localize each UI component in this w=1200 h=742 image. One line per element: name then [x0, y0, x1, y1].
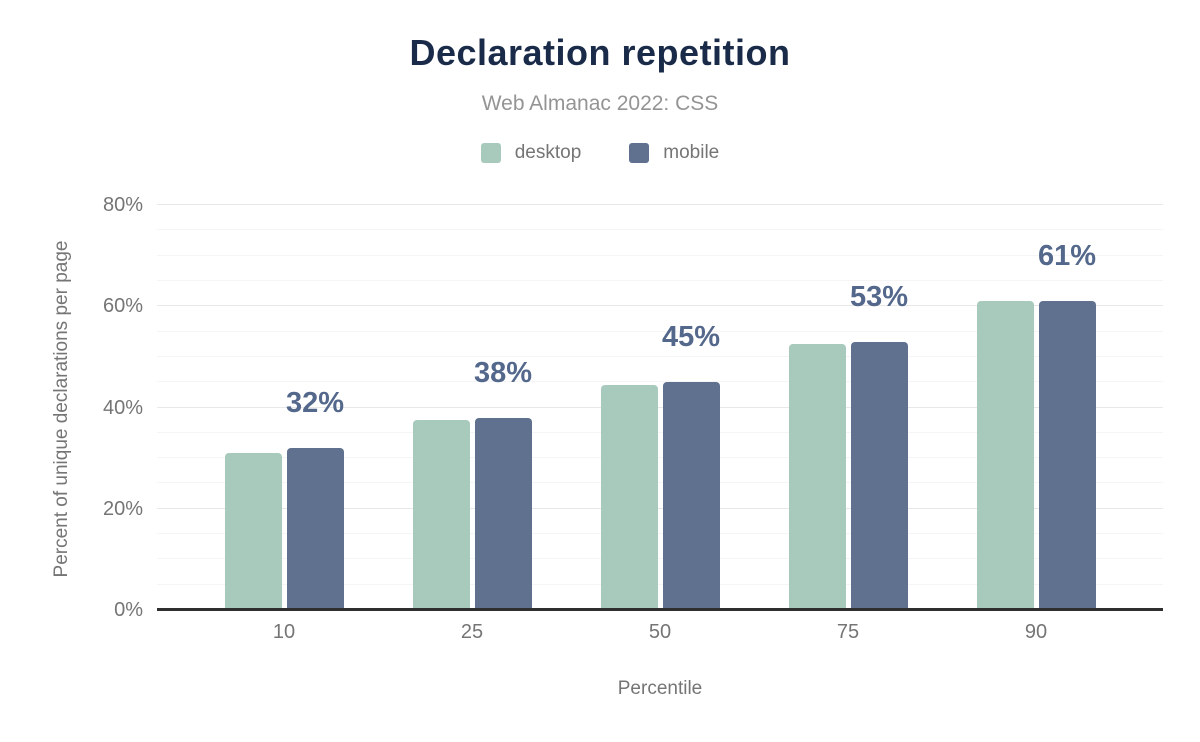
mobile-swatch-icon	[629, 143, 650, 163]
major-gridline	[157, 204, 1163, 205]
minor-gridline	[157, 254, 1163, 256]
x-axis-line	[157, 608, 1163, 611]
major-gridline	[157, 406, 1163, 408]
minor-gridline	[157, 431, 1163, 433]
x-tick-label: 75	[836, 621, 860, 643]
minor-gridline	[157, 482, 1163, 484]
bar-mobile-p25	[474, 417, 532, 610]
minor-gridline	[157, 533, 1163, 535]
x-tick-label: 90	[1024, 621, 1048, 643]
legend-label-desktop: desktop	[514, 142, 582, 163]
legend-item-mobile: mobile	[629, 142, 719, 164]
bar-value-label: 32%	[285, 387, 345, 419]
major-gridline	[157, 507, 1163, 509]
x-tick-label: 50	[648, 621, 672, 643]
bar-value-label: 38%	[473, 356, 533, 389]
x-tick-label: 10	[272, 621, 296, 643]
bar-mobile-p75	[850, 341, 908, 610]
y-tick-label: 40%	[102, 396, 143, 419]
chart-title: Declaration repetition	[409, 32, 791, 73]
minor-gridline	[157, 457, 1163, 459]
bar-desktop-p75	[788, 344, 846, 610]
bar-mobile-p90	[1038, 301, 1096, 610]
bar-value-label: 45%	[661, 321, 721, 354]
x-axis-title: Percentile	[617, 678, 703, 699]
bar-desktop-p25	[412, 420, 470, 610]
minor-gridline	[157, 355, 1163, 357]
minor-gridline	[157, 381, 1163, 383]
minor-gridline	[157, 330, 1163, 332]
minor-gridline	[157, 279, 1163, 281]
chart-subtitle: Web Almanac 2022: CSS	[481, 92, 719, 115]
y-axis-title: Percent of unique declarations per page	[51, 240, 72, 578]
y-tick-label: 20%	[102, 497, 143, 520]
bar-value-label: 61%	[1037, 240, 1097, 273]
minor-gridline	[157, 558, 1163, 560]
y-tick-label: 60%	[102, 295, 143, 318]
plot-area: 32% 38% 45% 53% 61%	[157, 204, 1163, 611]
y-tick-label: 80%	[102, 194, 143, 216]
major-gridline	[157, 305, 1163, 307]
minor-gridline	[157, 583, 1163, 585]
bar-mobile-p50	[662, 382, 720, 610]
legend: desktop mobile	[0, 142, 1200, 164]
x-tick-label: 25	[460, 621, 484, 643]
y-tick-label: 0%	[114, 599, 143, 621]
bar-desktop-p90	[976, 301, 1034, 610]
bar-mobile-p10	[286, 448, 344, 610]
legend-label-mobile: mobile	[663, 142, 720, 163]
bar-value-label: 53%	[849, 280, 909, 313]
legend-item-desktop: desktop	[480, 142, 582, 164]
desktop-swatch-icon	[480, 143, 501, 163]
bar-desktop-p50	[600, 384, 658, 610]
bar-desktop-p10	[224, 453, 282, 610]
minor-gridline	[157, 229, 1163, 231]
